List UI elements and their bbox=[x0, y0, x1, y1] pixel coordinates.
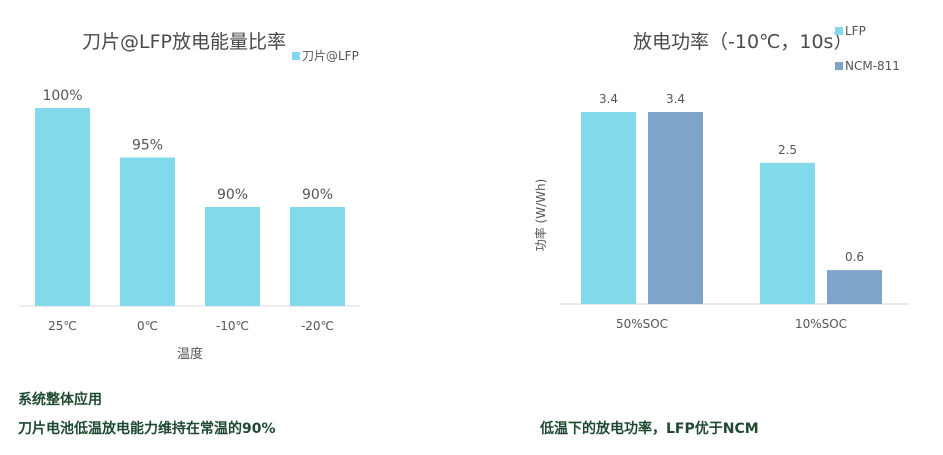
right-x-tick-label: 50%SOC bbox=[616, 317, 668, 331]
right-bar-value-label: 3.4 bbox=[666, 92, 685, 106]
right-bar-value-label: 0.6 bbox=[845, 250, 864, 264]
right-bar bbox=[581, 112, 636, 304]
left-bar-value-label: 100% bbox=[42, 88, 82, 104]
left-bars: 100% 25℃ 95% 0℃ 90% -10℃ 90% -20℃ bbox=[35, 88, 345, 333]
right-bar-value-label: 3.4 bbox=[599, 92, 618, 106]
left-x-tick-label: -10℃ bbox=[216, 319, 249, 333]
right-bar bbox=[648, 112, 703, 304]
left-bar bbox=[35, 108, 90, 306]
left-bar-value-label: 95% bbox=[132, 138, 163, 154]
left-bar bbox=[120, 157, 175, 306]
left-legend: 刀片@LFP bbox=[292, 49, 359, 63]
right-chart-title: 放电功率（-10℃，10s） bbox=[633, 31, 853, 53]
right-bar bbox=[760, 162, 815, 304]
right-bars: 3.4 3.4 50%SOC 2.5 0.6 10%SOC bbox=[581, 92, 882, 331]
left-x-tick-label: 25℃ bbox=[48, 319, 77, 333]
right-bar bbox=[827, 270, 882, 304]
left-bar bbox=[290, 207, 345, 306]
left-x-axis-label: 温度 bbox=[177, 346, 203, 362]
left-bar-value-label: 90% bbox=[302, 187, 333, 203]
right-x-tick-label: 10%SOC bbox=[795, 317, 847, 331]
right-bar-value-label: 2.5 bbox=[778, 143, 797, 157]
left-x-tick-label: -20℃ bbox=[301, 319, 334, 333]
right-summary: 低温下的放电功率，LFP优于NCM bbox=[540, 421, 759, 437]
right-y-axis-label: 功率 (W/Wh) bbox=[533, 179, 548, 252]
legend-swatch-lfp-blade bbox=[292, 52, 300, 60]
legend-swatch-ncm bbox=[835, 62, 843, 70]
left-chart-title: 刀片@LFP放电能量比率 bbox=[82, 31, 286, 53]
legend-label-lfp-blade: 刀片@LFP bbox=[302, 49, 359, 63]
legend-label-ncm: NCM-811 bbox=[845, 59, 900, 73]
left-summary: 刀片电池低温放电能力维持在常温的90% bbox=[18, 421, 276, 437]
left-x-tick-label: 0℃ bbox=[137, 319, 158, 333]
system-heading: 系统整体应用 bbox=[18, 392, 102, 408]
left-bar-value-label: 90% bbox=[217, 187, 248, 203]
left-bar bbox=[205, 207, 260, 306]
